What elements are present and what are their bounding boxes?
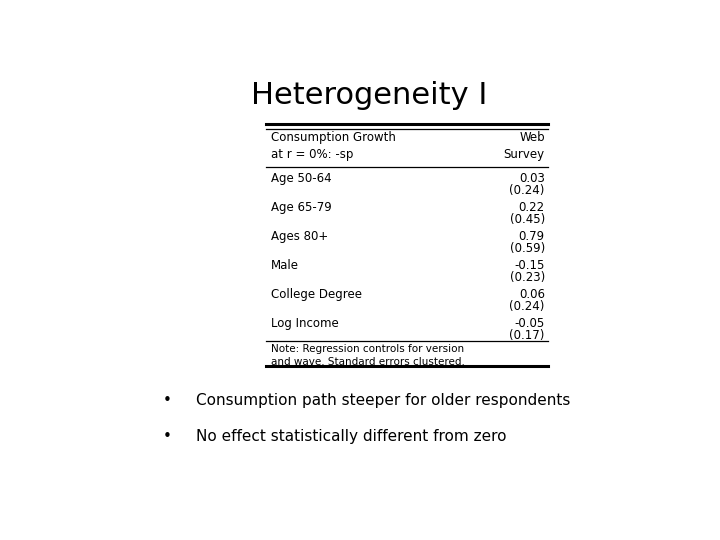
Text: Web
Survey: Web Survey	[504, 131, 545, 161]
Text: (0.24): (0.24)	[509, 184, 545, 197]
Text: (0.24): (0.24)	[509, 300, 545, 313]
Text: Ages 80+: Ages 80+	[271, 230, 328, 243]
Text: Log Income: Log Income	[271, 317, 339, 330]
Text: Age 50-64: Age 50-64	[271, 172, 332, 185]
Text: 0.03: 0.03	[519, 172, 545, 185]
Text: (0.17): (0.17)	[509, 329, 545, 342]
Text: -0.15: -0.15	[514, 259, 545, 272]
Text: (0.59): (0.59)	[510, 242, 545, 255]
Text: -0.05: -0.05	[515, 317, 545, 330]
Text: (0.45): (0.45)	[510, 213, 545, 226]
Text: Consumption Growth
at r = 0%: -sp: Consumption Growth at r = 0%: -sp	[271, 131, 396, 161]
Text: (0.23): (0.23)	[510, 271, 545, 284]
Text: No effect statistically different from zero: No effect statistically different from z…	[196, 429, 507, 444]
Text: Age 65-79: Age 65-79	[271, 201, 332, 214]
Text: College Degree: College Degree	[271, 288, 362, 301]
Text: •: •	[163, 393, 171, 408]
Text: Male: Male	[271, 259, 300, 272]
Text: •: •	[163, 429, 171, 444]
Text: 0.06: 0.06	[519, 288, 545, 301]
Text: 0.22: 0.22	[518, 201, 545, 214]
Text: Consumption path steeper for older respondents: Consumption path steeper for older respo…	[196, 393, 570, 408]
Text: 0.79: 0.79	[518, 230, 545, 243]
Text: Heterogeneity I: Heterogeneity I	[251, 82, 487, 111]
Text: Note: Regression controls for version
and wave. Standard errors clustered.: Note: Regression controls for version an…	[271, 344, 465, 367]
